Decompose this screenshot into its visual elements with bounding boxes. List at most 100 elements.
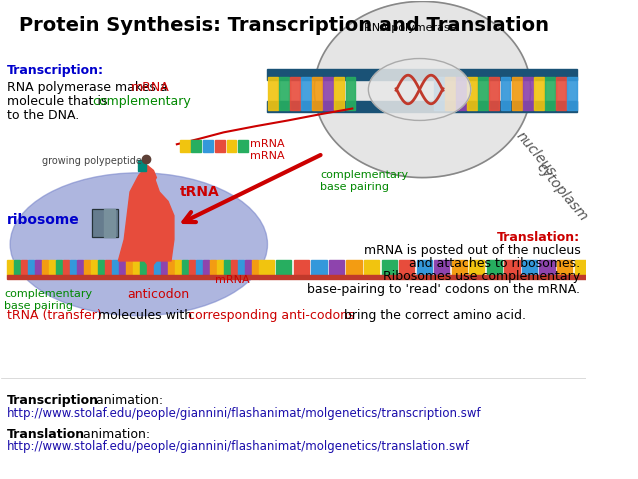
Bar [567,77,577,110]
Text: molecules with: molecules with [94,309,197,322]
Bar [523,77,533,110]
Bar [478,77,488,110]
Bar [189,260,195,275]
Text: Translation:: Translation: [497,230,581,244]
Bar [434,77,444,110]
Text: base-pairing to 'read' codons on the mRNA.: base-pairing to 'read' codons on the mRN… [308,283,581,296]
Bar [28,260,34,275]
Text: complementary: complementary [320,170,408,180]
Bar [313,77,322,110]
Bar [245,260,251,275]
Bar [191,140,202,152]
Bar [126,260,132,275]
Bar [382,260,397,275]
Bar [417,260,432,275]
Bar [545,77,554,110]
Bar [203,140,213,152]
Bar [334,77,345,110]
Bar [105,260,111,275]
Text: Ribosomes use complementary: Ribosomes use complementary [383,270,581,283]
Bar [56,260,62,275]
Text: mRNA: mRNA [250,139,285,149]
Bar [512,77,521,110]
Bar [238,140,248,152]
Bar [267,69,577,80]
Bar [7,275,259,279]
Bar [399,260,414,275]
Bar [434,260,449,275]
Bar [49,260,55,275]
Text: and attaches to ribosomes.: and attaches to ribosomes. [409,257,581,270]
Bar [92,208,119,237]
Bar [14,260,20,275]
Bar [364,260,379,275]
Bar [505,260,519,275]
Bar [147,260,152,275]
Bar [119,260,125,275]
Bar [267,102,577,112]
Text: complementary: complementary [92,95,191,108]
Bar [252,260,258,275]
Bar [557,260,572,275]
Bar [540,260,554,275]
Text: base pairing: base pairing [320,182,389,192]
Bar [259,260,274,275]
Bar [276,260,292,275]
Bar [217,260,223,275]
Bar [112,260,118,275]
Bar [226,140,237,152]
Polygon shape [119,166,174,268]
Bar [63,260,69,275]
Bar [290,77,300,110]
Bar [215,140,225,152]
Polygon shape [315,1,531,178]
Bar [346,260,362,275]
Text: corresponding anti-codons: corresponding anti-codons [188,309,354,322]
Text: molecule that is: molecule that is [7,95,112,108]
Bar [294,260,309,275]
Bar [311,260,327,275]
Bar [182,260,188,275]
Bar [133,260,139,275]
Text: animation:: animation: [79,428,150,441]
Text: to the DNA.: to the DNA. [7,109,80,122]
Bar [329,260,344,275]
Text: tRNA (transfer): tRNA (transfer) [7,309,102,322]
Bar [104,208,115,237]
Bar [138,166,147,171]
Bar [468,77,477,110]
Bar [154,260,160,275]
Text: mRNA is posted out of the nucleus: mRNA is posted out of the nucleus [364,244,581,257]
Text: ribosome: ribosome [7,214,80,228]
Bar [7,260,13,275]
Text: bring the correct amino acid.: bring the correct amino acid. [340,309,526,322]
Text: Translation: Translation [7,428,85,441]
Text: Transcription:: Transcription: [7,64,104,77]
Text: tRNA: tRNA [180,185,219,199]
Bar [224,260,230,275]
Bar [42,260,48,275]
Bar [268,77,278,110]
Text: RNA polymerase: RNA polymerase [364,23,457,33]
Bar [168,260,174,275]
Bar [470,260,484,275]
Bar [522,260,537,275]
Text: anticodon: anticodon [127,288,189,301]
Bar [21,260,27,275]
Bar [84,260,90,275]
Ellipse shape [10,173,267,316]
Text: mRNA: mRNA [215,275,249,285]
Bar [489,77,500,110]
Bar [138,160,147,166]
Text: http://www.stolaf.edu/people/giannini/flashanimat/molgenetics/translation.swf: http://www.stolaf.edu/people/giannini/fl… [7,441,470,454]
Bar [501,77,510,110]
Text: mRNA: mRNA [131,80,170,93]
Bar [231,260,237,275]
Bar [140,260,145,275]
Bar [238,260,244,275]
Bar [92,208,119,237]
Bar [279,77,289,110]
Text: cytoplasm: cytoplasm [533,160,590,224]
Ellipse shape [368,58,471,120]
Text: animation:: animation: [92,394,163,407]
